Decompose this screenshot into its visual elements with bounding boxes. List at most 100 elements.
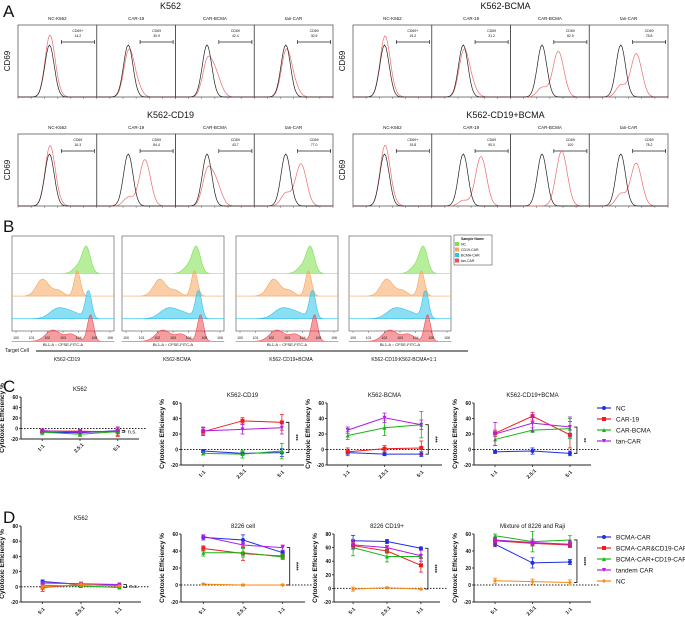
legend-marker — [602, 579, 606, 583]
y-tick-label: 60 — [318, 401, 324, 407]
panel-a-gate-label: CD69 — [487, 29, 496, 33]
panel-a-red-histogram — [96, 159, 176, 207]
legend-label: NC — [616, 579, 626, 586]
panel-a-sample-label: CAR-19 — [128, 125, 145, 130]
panel-b-target-cell-label: K562-CD19+BCMA — [269, 357, 313, 363]
panel-b-x-tick-label: 103 — [284, 336, 290, 340]
x-tick-label: 1:1 — [198, 469, 208, 479]
data-point — [345, 433, 350, 438]
panel-b-x-tick-label: 101 — [139, 336, 145, 340]
x-tick-label: 1:1 — [416, 606, 426, 616]
panel-c-chart: K562 -20 0 20 40 60 1:1 2.5:1 5:1 Cytotoxic Effic… — [0, 383, 147, 454]
panel-b-target-cell-label: K562-BCMA — [163, 357, 191, 363]
x-tick-label: 1:1 — [114, 606, 124, 616]
legend-marker — [602, 428, 606, 432]
data-point — [280, 554, 285, 559]
chart-title: 8226 cell — [231, 524, 255, 530]
panel-a-gate-label: CD69 — [152, 29, 161, 33]
panel-b-histogram-nc — [235, 245, 339, 274]
panel-a-red-histogram — [589, 162, 668, 207]
panel-a-gate-label: CD69 — [231, 29, 240, 33]
data-point — [382, 415, 387, 420]
y-tick-label: 60 — [465, 532, 471, 538]
chart-title: K562 — [74, 516, 89, 522]
chart-title: K562-CD19+BCMA — [506, 393, 558, 399]
panel-b-x-label: BL1-A :: CFSE-FITC-A — [153, 342, 194, 347]
panel-a-black-histogram — [96, 153, 176, 207]
panel-a-gate-label: CD69 — [310, 29, 319, 33]
data-point — [530, 421, 535, 426]
panel-b-target-cell-title: Target Cell — [5, 348, 29, 354]
y-tick-label: 0 — [468, 448, 471, 454]
data-point — [418, 553, 423, 558]
panel-b-x-tick-label: 101 — [253, 336, 259, 340]
panel-a-plot-frame — [588, 133, 669, 207]
panel-a-gate-label: CD69 — [487, 138, 496, 142]
panel-a-group-title: K562-BCMA — [480, 1, 530, 11]
panel-a-black-histogram — [254, 153, 333, 207]
y-tick-label: 0 — [321, 448, 324, 454]
significance-label: *** — [292, 434, 298, 441]
panel-a-red-histogram — [175, 165, 255, 207]
panel-b-x-tick-label: 104 — [300, 336, 306, 340]
panel-b-histogram-tan-car — [121, 314, 225, 342]
panel-a-sample-label: CAR-BCMA — [538, 16, 562, 21]
legend-marker — [602, 439, 606, 443]
y-tick-label: 20 — [12, 416, 18, 422]
panel-letter-b: B — [3, 217, 14, 236]
significance-bracket — [121, 430, 126, 433]
x-tick-label: 2.5:1 — [74, 605, 86, 617]
panel-a-plot-frame — [510, 24, 590, 98]
legend-label: NC — [616, 406, 626, 413]
panel-a-plot-frame — [96, 24, 176, 98]
panel-a-black-histogram — [353, 153, 432, 207]
y-axis-label: Cytotoxic Efficiency % — [452, 533, 459, 603]
y-tick-label: 60 — [12, 539, 18, 545]
panel-b-histogram-nc — [121, 245, 225, 274]
panel-b-target-cell-label: K562-CD19:K562-BCMA=1:1 — [371, 357, 436, 363]
data-point — [345, 428, 350, 433]
panel-b-legend-swatch — [455, 258, 459, 263]
panel-b-x-tick-label: 105 — [315, 336, 321, 340]
panel-b-x-tick-label: 105 — [91, 336, 97, 340]
x-tick-label: 5:1 — [565, 469, 575, 479]
legend-label: CAR-BCMA — [616, 428, 651, 435]
data-point — [418, 546, 423, 551]
y-tick-label: 40 — [325, 559, 331, 565]
significance-bracket — [573, 539, 578, 583]
data-point — [567, 425, 572, 430]
panel-a-red-histogram — [589, 53, 668, 98]
panel-a-gate-label: CD69+ — [72, 29, 83, 33]
chart-title: K562 — [73, 387, 88, 393]
panel-a-red-histogram — [510, 51, 590, 98]
panel-b-legend-label: tan-CAR — [461, 259, 475, 263]
panel-b-x-tick-label: 105 — [428, 336, 434, 340]
legend-marker — [602, 557, 606, 561]
y-tick-label: 40 — [12, 554, 18, 560]
y-tick-label: 60 — [172, 532, 178, 538]
panel-a-plot-frame — [352, 133, 433, 207]
x-tick-label: 5:1 — [112, 443, 122, 453]
y-tick-label: -20 — [11, 437, 18, 443]
data-point — [567, 580, 572, 585]
legend-label: CAR-19 — [616, 417, 640, 424]
data-point — [280, 545, 285, 550]
series-tan-car — [201, 421, 284, 436]
y-tick-label: 20 — [465, 566, 471, 572]
panel-letter-c: C — [3, 377, 15, 396]
panel-b-histogram-cd19-car — [11, 270, 115, 297]
panel-b-x-tick-label: 103 — [397, 336, 403, 340]
data-point — [530, 579, 535, 584]
panel-a-red-histogram — [431, 48, 511, 98]
panel-a-gate-value: 16.3 — [74, 143, 81, 147]
panel-a-gate-label: CD69 — [310, 138, 319, 142]
data-point — [345, 449, 350, 454]
y-axis-label: Cytotoxic Efficiency % — [452, 399, 459, 469]
data-point — [419, 422, 424, 427]
y-tick-label: 60 — [325, 546, 331, 552]
y-tick-label: 40 — [12, 406, 18, 412]
x-tick-label: 5:1 — [198, 606, 208, 616]
